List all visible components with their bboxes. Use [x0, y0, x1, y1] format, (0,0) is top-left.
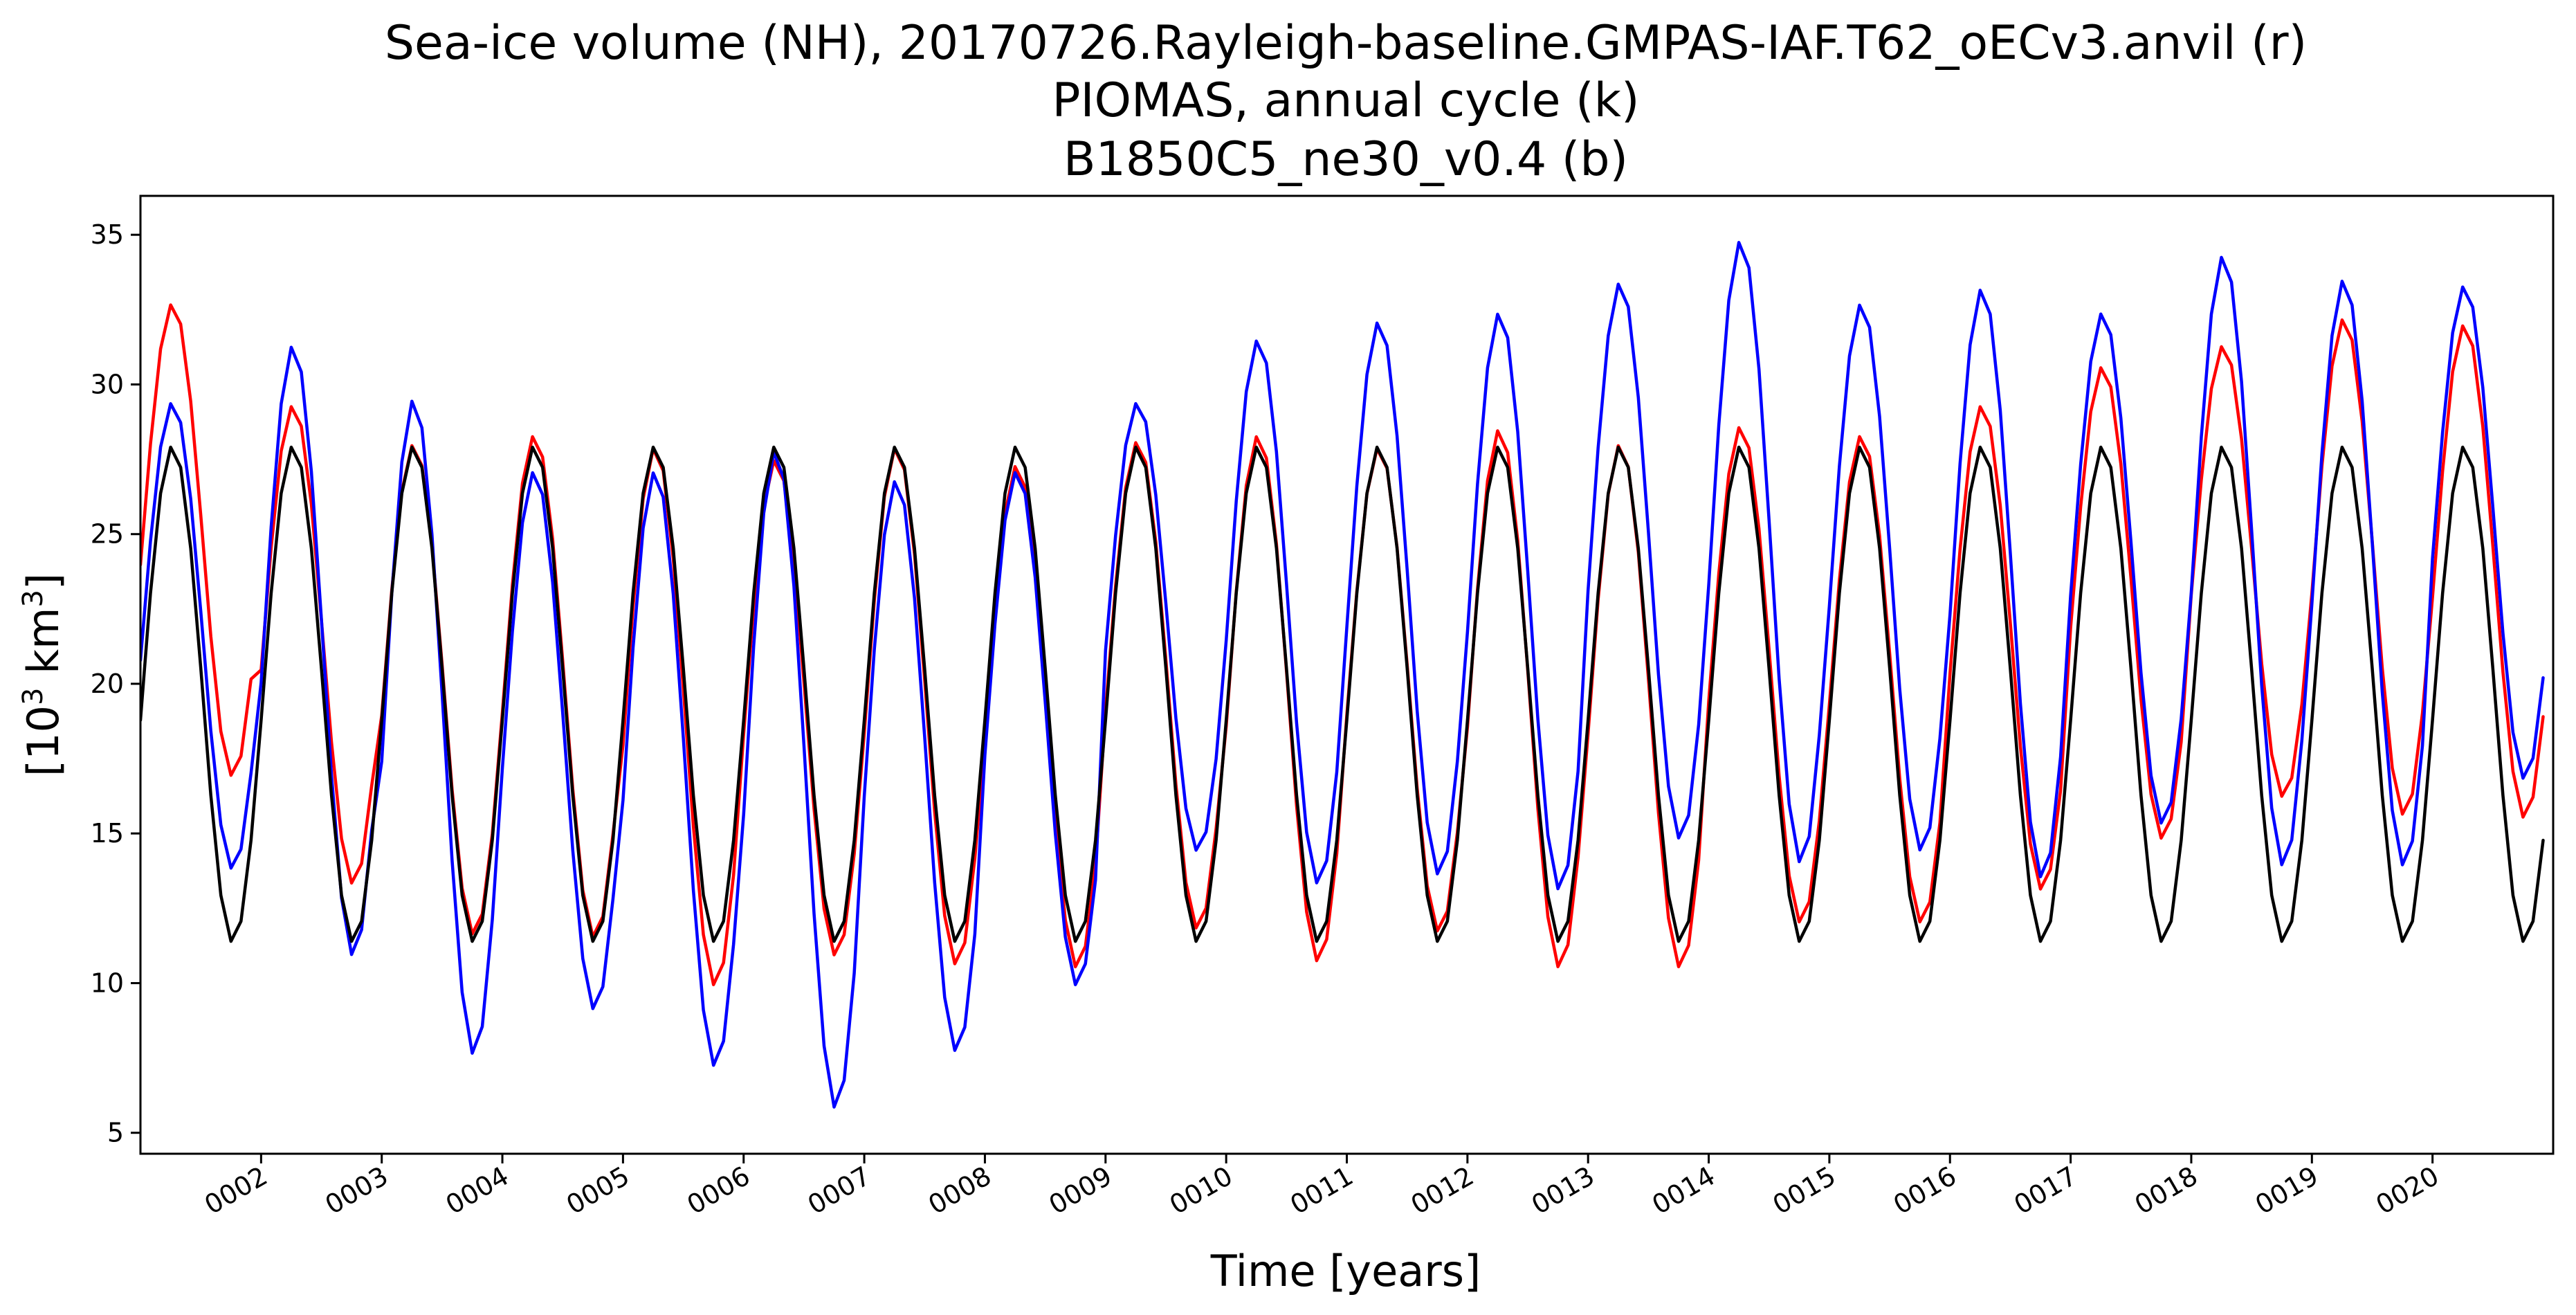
plot-frame: [139, 194, 2555, 1155]
x-tick-label: 0002: [199, 1161, 273, 1220]
y-axis-label-sup2: 3: [17, 590, 49, 607]
y-tick-label: 35: [91, 219, 124, 250]
x-tick-label: 0010: [1164, 1161, 1238, 1220]
series-line-0: [140, 303, 2545, 986]
y-tick-label: 20: [91, 669, 124, 699]
x-tick-label: 0014: [1647, 1161, 1720, 1220]
x-tick-label: 0003: [320, 1161, 393, 1220]
y-tick-label: 10: [91, 968, 124, 998]
x-tick-label: 0019: [2250, 1161, 2323, 1220]
title-line-1: Sea-ice volume (NH), 20170726.Rayleigh-b…: [385, 16, 2307, 71]
x-axis-label: Time [years]: [1210, 1246, 1481, 1296]
x-tick-label: 0017: [2009, 1161, 2082, 1220]
x-tick-label: 0004: [441, 1161, 514, 1220]
x-tick-label: 0012: [1406, 1161, 1479, 1220]
x-axis: 0002 0003 0004 0005 0006 0007 0008 0009 0010 0011…: [199, 1154, 2444, 1220]
y-axis-label: [103 km3]: [17, 573, 68, 777]
x-tick-label: 0009: [1044, 1161, 1117, 1220]
x-tick-label: 0018: [2130, 1161, 2203, 1220]
y-tick-label: 25: [91, 519, 124, 550]
x-tick-label: 0011: [1285, 1161, 1358, 1220]
x-tick-label: 0006: [682, 1161, 755, 1220]
x-tick-label: 0008: [923, 1161, 996, 1220]
x-tick-label: 0007: [803, 1161, 876, 1220]
x-tick-label: 0015: [1768, 1161, 1841, 1220]
y-axis-label-post: ]: [18, 573, 68, 590]
title-line-3: B1850C5_ne30_v0.4 (b): [1063, 132, 1628, 187]
y-tick-label: 30: [91, 369, 124, 399]
y-axis: 5 10 15 20 25 30 35: [91, 219, 140, 1148]
x-tick-label: 0016: [1888, 1161, 1962, 1220]
x-tick-label: 0020: [2371, 1161, 2444, 1220]
chart-title: Sea-ice volume (NH), 20170726.Rayleigh-b…: [385, 16, 2307, 187]
title-line-2: PIOMAS, annual cycle (k): [1052, 73, 1639, 128]
y-tick-label: 5: [107, 1118, 124, 1148]
series-layer: [140, 241, 2545, 1109]
y-tick-label: 15: [91, 818, 124, 849]
series-line-2: [140, 445, 2545, 943]
x-tick-label: 0005: [561, 1161, 634, 1220]
y-axis-label-pre: [10: [18, 705, 68, 777]
series-line-1: [140, 241, 2545, 1109]
y-axis-label-mid: km: [18, 608, 68, 688]
x-tick-label: 0013: [1526, 1161, 1600, 1220]
y-axis-label-sup1: 3: [17, 688, 49, 705]
